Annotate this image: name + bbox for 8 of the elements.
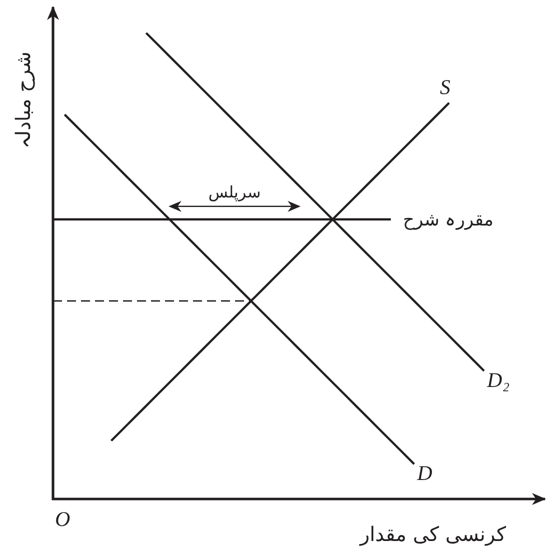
x-axis-title: کرنسی کی مقدار <box>358 522 507 546</box>
series-label: D₂ <box>486 368 510 392</box>
y-axis-title: شرح مبادلہ <box>11 52 35 148</box>
series-label: مقررہ شرح <box>402 209 494 230</box>
series-label: D <box>416 461 432 486</box>
series-label: S <box>440 74 451 99</box>
annotation: سرپلس <box>208 182 261 202</box>
text: O <box>55 507 70 531</box>
